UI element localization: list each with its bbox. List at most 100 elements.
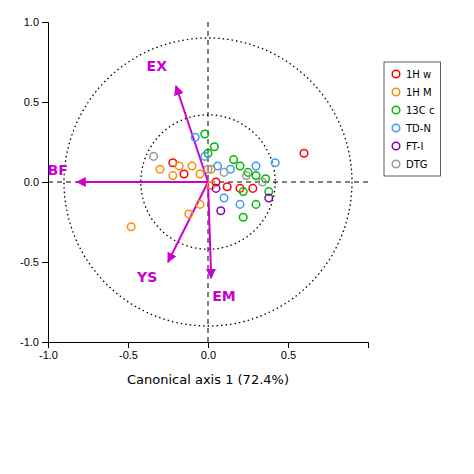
point — [236, 201, 244, 209]
legend-item: 1H M — [392, 87, 431, 98]
tick-mark — [42, 182, 48, 183]
legend-symbol — [392, 124, 400, 132]
legend-label: 1H M — [406, 87, 432, 98]
legend-label: FT-I — [406, 141, 423, 152]
point — [212, 185, 220, 193]
point — [150, 153, 158, 161]
tick-mark — [42, 22, 48, 23]
point — [223, 183, 231, 191]
arrow — [168, 182, 208, 262]
tick-label: -0.5 — [119, 349, 138, 361]
point — [196, 170, 204, 178]
legend: 1H w 1H M 13C c TD-N FT-I DTG — [384, 62, 440, 176]
axis-line — [42, 23, 49, 343]
arrow-label: YS — [136, 269, 157, 285]
plot-area — [48, 22, 368, 342]
tick-label: 0.5 — [24, 96, 39, 108]
x-axis: -1.0 -0.5 0.0 0.5 — [39, 342, 368, 361]
tick-mark — [42, 342, 48, 343]
point — [191, 133, 199, 141]
point — [249, 185, 257, 193]
point — [239, 213, 247, 221]
legend-symbol — [392, 106, 400, 114]
point — [259, 178, 267, 186]
tick-mark — [42, 262, 48, 263]
point — [217, 207, 225, 215]
y-axis: -1.0 -0.5 0.0 0.5 1.0 — [20, 16, 48, 348]
point — [252, 172, 260, 180]
tick-label: -0.5 — [20, 256, 39, 268]
legend-item: 1H w — [392, 69, 431, 80]
tick: -0.5 — [20, 256, 48, 268]
point — [188, 162, 196, 170]
point — [252, 162, 260, 170]
point — [127, 223, 135, 231]
point — [300, 149, 308, 157]
point — [211, 143, 219, 151]
point — [201, 130, 209, 138]
point — [252, 201, 260, 209]
tick: -1.0 — [20, 336, 48, 348]
tick-label: -1.0 — [20, 336, 39, 348]
series — [212, 185, 272, 215]
legend-item: FT-I — [392, 141, 423, 152]
chart: -1.0 -0.5 0.0 0.5 -1.0 -0.5 0.0 0.5 1.0 EX BF YS EM C… — [0, 0, 474, 474]
arrow — [77, 181, 208, 183]
tick: 1.0 — [24, 16, 48, 28]
legend-symbol — [392, 142, 400, 150]
point — [175, 162, 183, 170]
series — [169, 149, 308, 192]
legend-item: DTG — [392, 159, 427, 170]
tick-mark — [42, 102, 48, 103]
series — [127, 162, 215, 230]
point — [196, 201, 204, 209]
axis-line — [49, 343, 369, 349]
tick: 0.5 — [281, 342, 296, 361]
legend-item: 13C c — [392, 105, 434, 116]
tick: 0.5 — [24, 96, 48, 108]
arrow-label: EX — [147, 58, 168, 74]
point — [265, 194, 273, 202]
point — [239, 188, 247, 196]
arrow-labels: EX BF YS EM — [47, 58, 235, 304]
point — [220, 194, 228, 202]
arrow-label: BF — [47, 162, 67, 178]
tick: -0.5 — [119, 342, 138, 361]
point — [220, 169, 228, 177]
legend-label: 1H w — [406, 69, 431, 80]
point — [185, 210, 193, 218]
legend-label: 13C c — [406, 105, 434, 116]
tick: 0.0 — [201, 342, 216, 361]
legend-label: TD-N — [405, 123, 431, 134]
series — [150, 153, 266, 186]
legend-item: TD-N — [392, 123, 431, 134]
tick-mark — [208, 342, 209, 348]
legend-frame — [384, 62, 440, 176]
arrow — [176, 86, 208, 182]
tick-mark — [128, 342, 129, 348]
point — [214, 162, 222, 170]
point — [204, 165, 212, 173]
point — [180, 170, 188, 178]
x-axis-title: Canonical axis 1 (72.4%) — [127, 372, 289, 387]
point — [243, 172, 251, 180]
point — [201, 153, 209, 161]
legend-symbol — [392, 70, 400, 78]
legend-symbol — [392, 160, 400, 168]
legend-symbol — [392, 88, 400, 96]
point — [230, 156, 238, 164]
tick-mark — [288, 342, 289, 348]
tick: 0.0 — [24, 176, 48, 188]
series — [191, 133, 279, 208]
correlation-circle — [64, 38, 352, 326]
legend-label: DTG — [406, 159, 428, 170]
tick-label: 0.0 — [201, 349, 216, 361]
tick: -1.0 — [39, 342, 58, 361]
tick-label: 0.0 — [24, 176, 39, 188]
point — [156, 165, 164, 173]
point — [236, 162, 244, 170]
arrow-label: EM — [212, 288, 236, 304]
point — [169, 172, 177, 180]
tick-label: 1.0 — [24, 16, 39, 28]
arrow — [208, 182, 211, 278]
